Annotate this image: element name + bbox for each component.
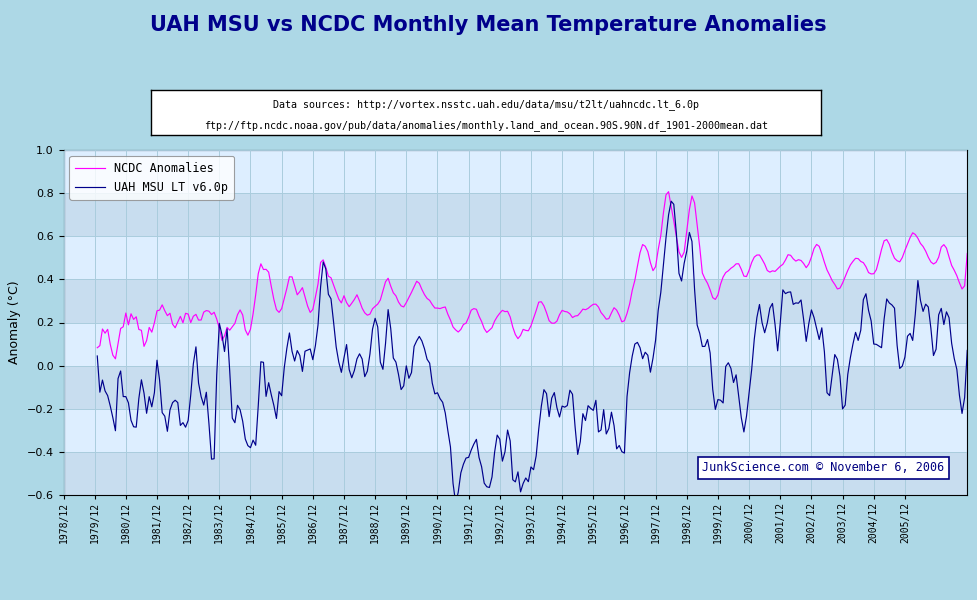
Bar [64, 323, 967, 365]
UAH MSU LT v6.0p [665, 197, 677, 205]
Bar [64, 452, 967, 495]
Bar [64, 365, 967, 409]
Y-axis label: Anomaly (°C): Anomaly (°C) [8, 281, 21, 364]
Bar [64, 236, 967, 280]
Text: JunkScience.com © November 6, 2006: JunkScience.com © November 6, 2006 [702, 461, 945, 474]
UAH MSU LT v6.0p [961, 347, 973, 354]
NCDC Anomalies [819, 259, 830, 266]
Bar [64, 280, 967, 323]
Text: Data sources: http://vortex.nsstc.uah.edu/data/msu/t2lt/uahncdc.lt_6.0p: Data sources: http://vortex.nsstc.uah.ed… [273, 99, 700, 110]
Bar [64, 150, 967, 193]
NCDC Anomalies [662, 188, 674, 195]
NCDC Anomalies [92, 344, 104, 352]
UAH MSU LT v6.0p [102, 392, 113, 399]
Line: UAH MSU LT v6.0p: UAH MSU LT v6.0p [98, 201, 967, 503]
NCDC Anomalies [102, 326, 113, 333]
Line: NCDC Anomalies: NCDC Anomalies [98, 191, 967, 359]
Bar [64, 409, 967, 452]
Legend: NCDC Anomalies, UAH MSU LT v6.0p: NCDC Anomalies, UAH MSU LT v6.0p [69, 156, 234, 200]
UAH MSU LT v6.0p [819, 348, 830, 355]
UAH MSU LT v6.0p [449, 499, 461, 506]
NCDC Anomalies [808, 245, 820, 252]
UAH MSU LT v6.0p [582, 402, 594, 409]
Text: ftp://ftp.ncdc.noaa.gov/pub/data/anomalies/monthly.land_and_ocean.90S.90N.df_190: ftp://ftp.ncdc.noaa.gov/pub/data/anomali… [204, 119, 768, 131]
NCDC Anomalies [109, 355, 121, 362]
UAH MSU LT v6.0p [351, 355, 362, 362]
UAH MSU LT v6.0p [808, 314, 820, 321]
NCDC Anomalies [354, 298, 365, 305]
UAH MSU LT v6.0p [92, 352, 104, 359]
Bar [64, 193, 967, 236]
NCDC Anomalies [961, 250, 973, 257]
NCDC Anomalies [582, 305, 594, 312]
NCDC Anomalies [286, 273, 298, 280]
UAH MSU LT v6.0p [283, 329, 295, 337]
Text: UAH MSU vs NCDC Monthly Mean Temperature Anomalies: UAH MSU vs NCDC Monthly Mean Temperature… [150, 15, 827, 35]
